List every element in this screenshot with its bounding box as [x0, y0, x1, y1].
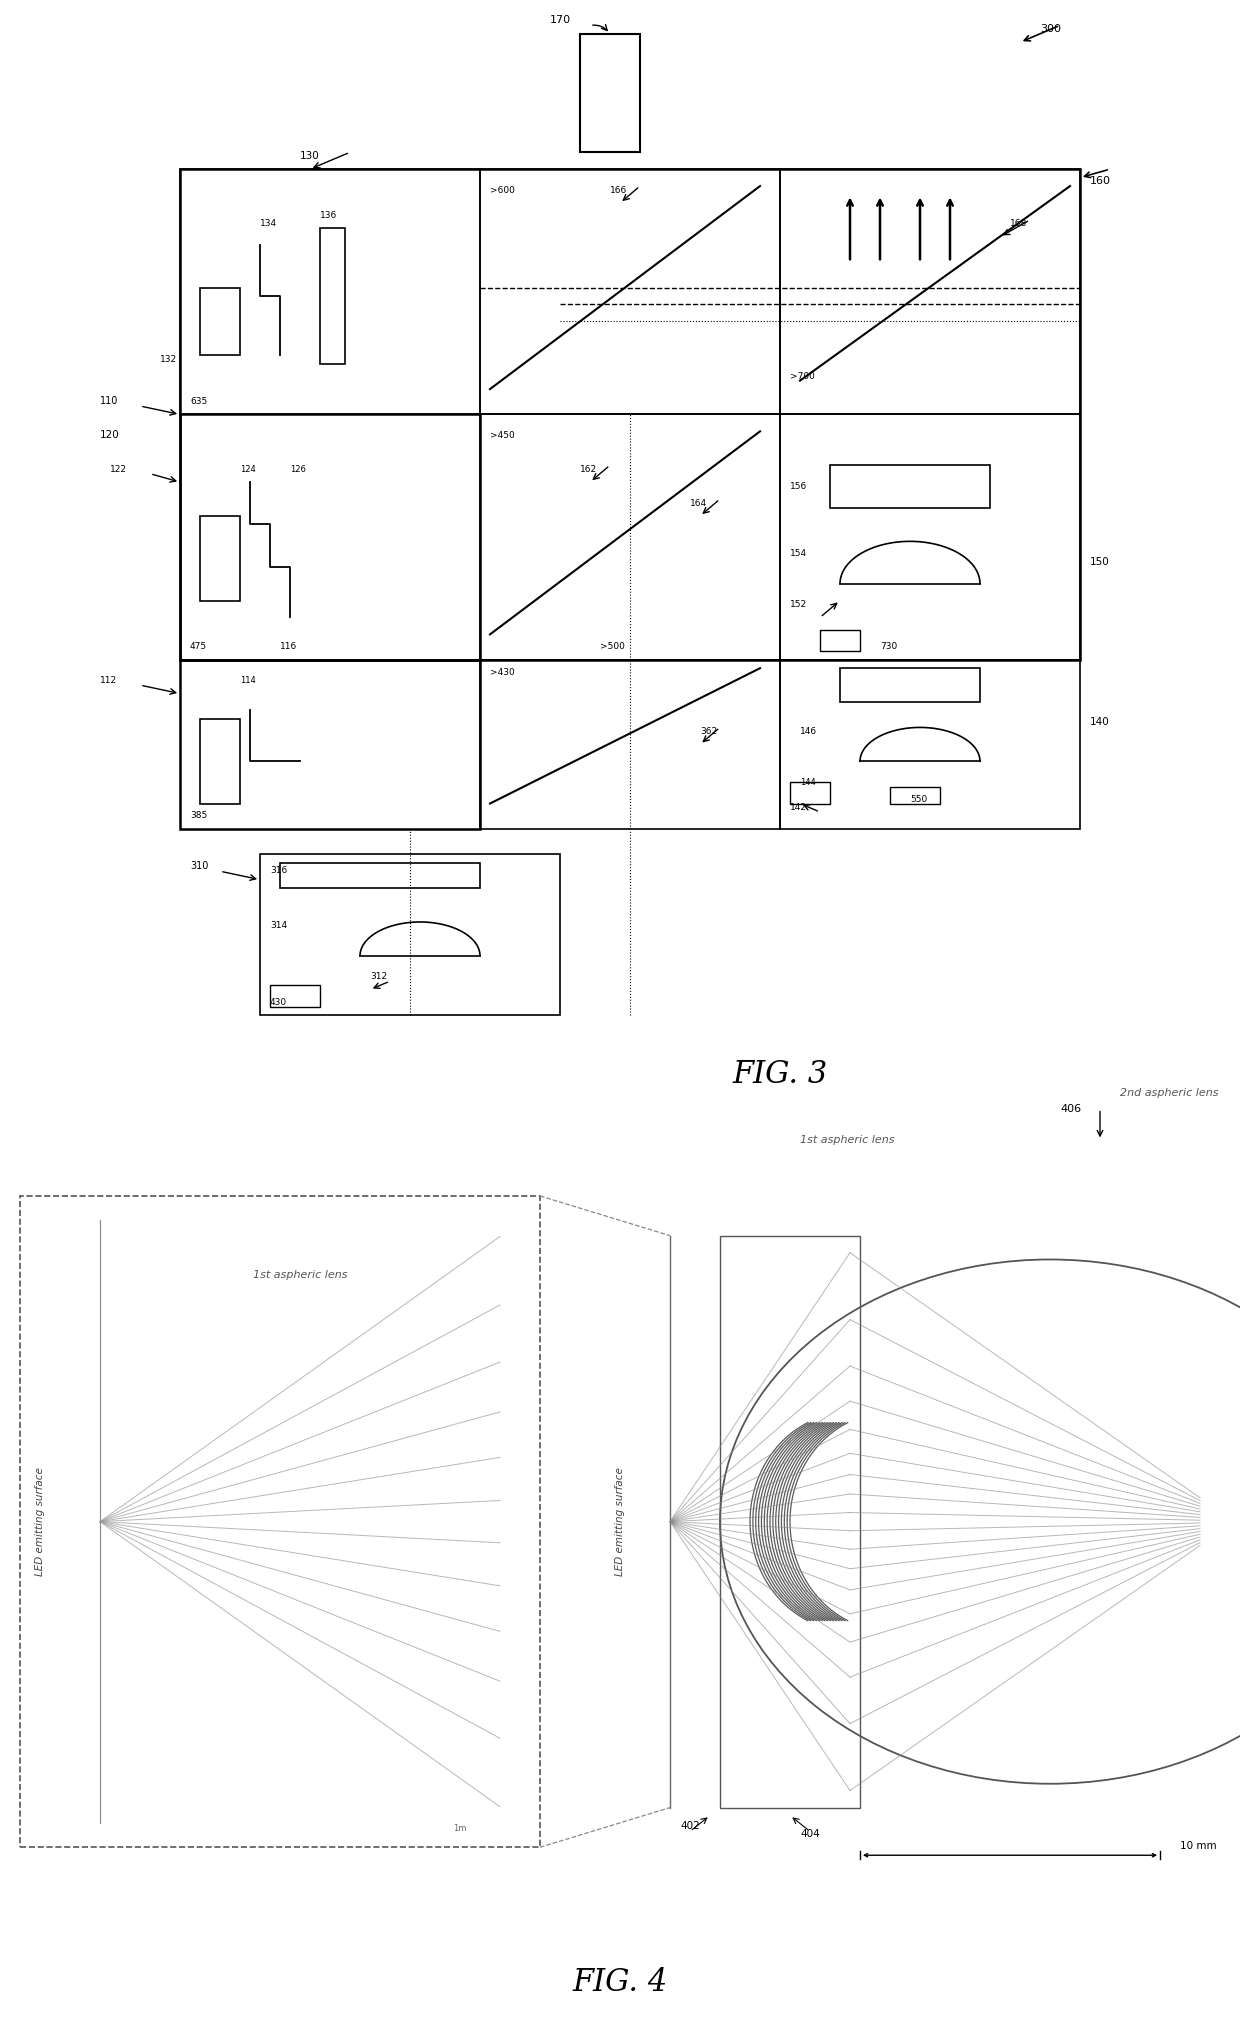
Bar	[890, 786, 940, 804]
Text: FIG. 3: FIG. 3	[733, 1060, 827, 1090]
Text: 406: 406	[1060, 1104, 1081, 1114]
Text: 1st aspheric lens: 1st aspheric lens	[253, 1271, 347, 1281]
Text: 154: 154	[790, 550, 807, 558]
Text: 475: 475	[190, 641, 207, 652]
Text: 550: 550	[910, 794, 928, 804]
Text: 132: 132	[160, 355, 177, 363]
Text: 130: 130	[300, 150, 320, 160]
Text: >500: >500	[600, 641, 625, 652]
Text: 168: 168	[1011, 219, 1027, 229]
Bar	[790, 782, 830, 804]
Bar	[480, 660, 780, 828]
Bar	[480, 168, 780, 414]
Text: 122: 122	[110, 465, 126, 473]
Bar	[320, 229, 345, 363]
Text: 166: 166	[610, 185, 627, 195]
Text: 730: 730	[880, 641, 898, 652]
Bar	[260, 855, 560, 1015]
Bar	[720, 1236, 861, 1807]
Text: 314: 314	[270, 922, 288, 930]
Bar	[839, 668, 980, 702]
Text: >450: >450	[490, 430, 515, 441]
Bar	[270, 985, 320, 1007]
Text: 150: 150	[1090, 556, 1110, 566]
Text: 144: 144	[800, 777, 816, 788]
Bar	[200, 288, 241, 355]
Text: 134: 134	[260, 219, 277, 229]
Bar	[180, 414, 480, 660]
Text: 385: 385	[190, 812, 207, 820]
Text: 110: 110	[100, 396, 118, 406]
Bar	[820, 629, 861, 652]
Text: 156: 156	[790, 481, 807, 491]
Bar	[180, 168, 1080, 660]
Text: 152: 152	[790, 601, 807, 609]
Text: 112: 112	[100, 676, 117, 686]
Bar	[580, 35, 640, 152]
Bar	[480, 414, 780, 660]
Bar	[780, 660, 1080, 828]
Bar	[200, 719, 241, 804]
Bar	[780, 414, 1080, 660]
Bar	[280, 863, 480, 889]
Text: 136: 136	[320, 211, 337, 219]
Bar	[780, 168, 1080, 414]
Bar	[180, 168, 480, 414]
Text: >600: >600	[490, 185, 515, 195]
Text: 120: 120	[100, 430, 120, 441]
Text: 300: 300	[1040, 24, 1061, 35]
Text: 362: 362	[701, 727, 717, 737]
Bar	[200, 516, 241, 601]
Text: 140: 140	[1090, 717, 1110, 727]
Text: 10 mm: 10 mm	[1180, 1841, 1216, 1851]
Text: 162: 162	[580, 465, 598, 473]
Text: FIG. 4: FIG. 4	[573, 1967, 667, 1998]
Text: 114: 114	[241, 676, 255, 686]
Text: >430: >430	[490, 668, 515, 676]
Text: 160: 160	[1090, 177, 1111, 187]
Text: 1st aspheric lens: 1st aspheric lens	[800, 1135, 894, 1145]
Text: >700: >700	[790, 371, 815, 382]
Text: 116: 116	[280, 641, 298, 652]
Text: 164: 164	[689, 499, 707, 508]
Text: 1m: 1m	[454, 1825, 466, 1833]
Bar	[20, 1196, 539, 1847]
Text: 170: 170	[551, 16, 572, 26]
Text: LED emitting surface: LED emitting surface	[35, 1468, 45, 1575]
Text: 146: 146	[800, 727, 817, 737]
Text: 316: 316	[270, 867, 288, 875]
Bar	[180, 660, 480, 828]
Text: 124: 124	[241, 465, 255, 473]
Bar	[830, 465, 990, 508]
Text: 430: 430	[270, 997, 288, 1007]
Text: 312: 312	[370, 972, 387, 980]
Text: 635: 635	[190, 398, 207, 406]
Text: 126: 126	[290, 465, 306, 473]
Text: 310: 310	[190, 861, 208, 871]
Text: 142: 142	[790, 804, 807, 812]
Text: LED emitting surface: LED emitting surface	[615, 1468, 625, 1575]
Text: 404: 404	[800, 1829, 820, 1839]
Text: 402: 402	[680, 1821, 699, 1831]
Text: 2nd aspheric lens: 2nd aspheric lens	[1120, 1088, 1219, 1098]
